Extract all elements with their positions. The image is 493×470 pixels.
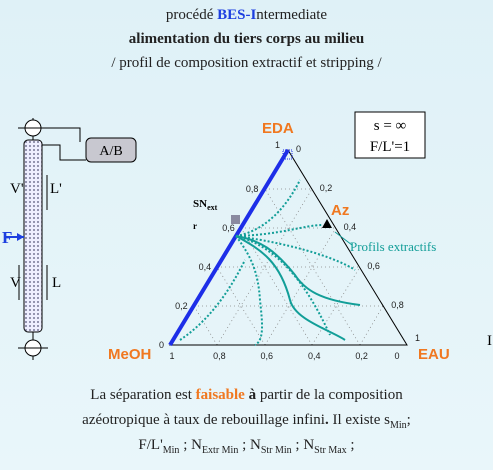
footer-text: ; N bbox=[238, 437, 261, 453]
grid bbox=[193, 188, 384, 346]
parameter: F/L'=1 bbox=[370, 139, 410, 155]
vertex-label: EDA bbox=[262, 120, 294, 137]
decanter-label: A/B bbox=[99, 144, 122, 159]
parameter-box bbox=[354, 111, 426, 159]
tick-label: 0,2 bbox=[175, 301, 188, 311]
footer-text: ; N bbox=[291, 437, 315, 453]
tick-label: 0 bbox=[394, 351, 399, 361]
flow-label: L bbox=[52, 275, 61, 291]
footer-text: . bbox=[324, 412, 329, 428]
footer-text: partir de la composition bbox=[256, 387, 403, 403]
footer-text: La séparation est bbox=[90, 387, 196, 403]
footer-line: La séparation est faisable à partir de l… bbox=[0, 387, 493, 404]
footer-text: à bbox=[244, 387, 257, 403]
profile-label: Profils extractifs bbox=[350, 239, 436, 254]
title-highlight: BES-I bbox=[217, 7, 257, 23]
footer-text: F/L' bbox=[138, 437, 163, 453]
subtitle: / profil de composition extractif et str… bbox=[111, 55, 382, 71]
pipe bbox=[42, 144, 86, 161]
tick-label: 0,8 bbox=[246, 184, 259, 194]
saddle-label: SNext bbox=[193, 198, 218, 212]
ticks: 0,8 0,6 0,4 0,2 0 0 0,2 0,4 0,6 0,8 1 1 0,8 0,6 0,4 0,2… bbox=[159, 140, 420, 361]
footer-text: ; N bbox=[179, 437, 202, 453]
footer-sub: Str Min bbox=[260, 445, 292, 456]
saddle-base: SN bbox=[193, 198, 207, 210]
flow-label: L' bbox=[50, 181, 62, 197]
saddle-label: r bbox=[193, 221, 197, 231]
tick-label: 0,6 bbox=[222, 223, 235, 233]
footer-sub: Min bbox=[162, 445, 180, 456]
saddle-node bbox=[231, 215, 240, 224]
tick-label: 0,2 bbox=[355, 351, 368, 361]
footer-sub: Str Max bbox=[314, 445, 347, 456]
footer-text: azéotropique à taux de rebouillage infin… bbox=[82, 412, 325, 428]
tick-label: 0,4 bbox=[308, 351, 321, 361]
title-text: ntermediate bbox=[256, 7, 328, 23]
footer-text: ; bbox=[346, 437, 355, 453]
title: procédé BES-Intermediate bbox=[0, 7, 493, 24]
boundary bbox=[168, 148, 290, 347]
footer-sub: Extr Min bbox=[201, 445, 239, 456]
title-text: procédé bbox=[165, 7, 218, 23]
tick-label: 0,4 bbox=[344, 222, 357, 232]
tick-label: 0,8 bbox=[213, 351, 226, 361]
subtitle: alimentation du tiers corps au milieu bbox=[128, 31, 365, 47]
leader-line bbox=[334, 231, 353, 246]
pipe bbox=[41, 127, 81, 142]
tick-label: 1 bbox=[169, 351, 174, 361]
footer-text: Il existe s bbox=[328, 412, 390, 428]
footer-text: ; bbox=[406, 412, 411, 428]
azeotrope-label: Az bbox=[331, 202, 349, 219]
arrowhead bbox=[17, 233, 24, 241]
azeotrope-marker bbox=[322, 219, 332, 228]
tick-label: 0,6 bbox=[367, 261, 380, 271]
saddle-sub: ext bbox=[207, 203, 218, 212]
vertex-label: MeOH bbox=[108, 346, 151, 363]
footer-line: azéotropique à taux de rebouillage infin… bbox=[0, 412, 493, 431]
tick-label: 0,6 bbox=[261, 351, 274, 361]
footer-sub: Min bbox=[389, 420, 407, 431]
flow-label: V' bbox=[10, 181, 24, 197]
tick-label: 1 bbox=[275, 140, 280, 150]
footer-highlight: faisable bbox=[195, 387, 245, 403]
tick-label: 0,2 bbox=[320, 183, 333, 193]
tick-label: 0 bbox=[296, 144, 301, 154]
tick-label: 0,4 bbox=[199, 262, 212, 272]
feed-label: F bbox=[2, 228, 12, 247]
vertex-label: EAU bbox=[418, 346, 450, 363]
profiles bbox=[179, 179, 361, 346]
tick-label: 1 bbox=[415, 333, 420, 343]
decanter bbox=[85, 137, 137, 163]
edge-mark: I bbox=[487, 333, 492, 349]
tick-label: 0,8 bbox=[391, 300, 404, 310]
node bbox=[282, 149, 293, 160]
tick-label: 0 bbox=[159, 340, 164, 350]
parameter: s = ∞ bbox=[374, 118, 407, 134]
column bbox=[23, 139, 43, 333]
flow-label: V bbox=[10, 275, 21, 291]
footer-line: F/L'Min ; NExtr Min ; NStr Min ; NStr Ma… bbox=[0, 437, 493, 456]
